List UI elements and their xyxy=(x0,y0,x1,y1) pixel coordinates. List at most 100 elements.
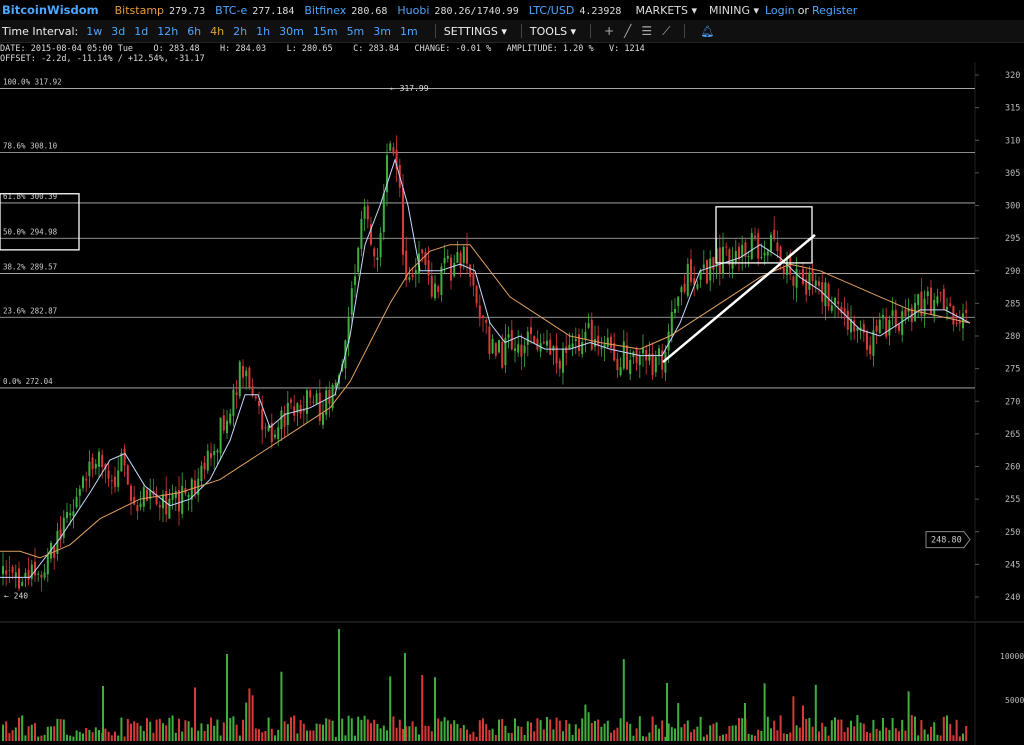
candle-body xyxy=(136,505,139,512)
volume-bar xyxy=(370,723,372,741)
volume-bar xyxy=(965,726,968,741)
line-tool-icon[interactable]: ╱ xyxy=(624,24,632,38)
candle-body xyxy=(101,454,104,467)
volume-bar xyxy=(325,718,328,741)
volume-bar xyxy=(203,730,206,741)
interval-5m[interactable]: 5m xyxy=(346,24,365,38)
candle-body xyxy=(149,490,152,499)
interval-4h[interactable]: 4h xyxy=(210,24,225,38)
volume-bar xyxy=(549,719,552,741)
volume-bar xyxy=(18,717,20,741)
candle-body xyxy=(251,386,254,396)
volume-bar xyxy=(331,720,334,741)
candle-body xyxy=(882,314,884,319)
exchange-bitstamp[interactable]: Bitstamp 279.73 xyxy=(115,4,206,17)
candle-body xyxy=(587,323,590,328)
register-link[interactable]: Register xyxy=(811,3,858,17)
exchange-btce[interactable]: BTC-e 277.184 xyxy=(215,4,294,17)
candle-body xyxy=(674,308,676,313)
tools-menu[interactable]: TOOLS ▾ xyxy=(529,24,577,38)
volume-bar xyxy=(600,726,603,741)
interval-1h[interactable]: 1h xyxy=(256,24,271,38)
interval-2h[interactable]: 2h xyxy=(233,24,248,38)
candle-body xyxy=(235,392,238,396)
volume-bar xyxy=(21,715,24,741)
bell-icon[interactable]: 🔔︎ xyxy=(700,24,715,38)
volume-bar xyxy=(878,730,881,741)
volume-bar xyxy=(43,734,46,741)
volume-bar xyxy=(338,629,340,741)
candle-body xyxy=(376,257,379,260)
mining-menu[interactable]: MINING ▾ xyxy=(709,3,759,17)
candle-body xyxy=(482,315,484,319)
toolbar-divider xyxy=(520,24,522,38)
interval-3m[interactable]: 3m xyxy=(373,24,391,38)
candle-body xyxy=(613,343,616,361)
candle-body xyxy=(421,249,424,254)
volume-bar xyxy=(642,736,644,741)
volume-bar xyxy=(40,735,43,741)
interval-1d[interactable]: 1d xyxy=(134,24,149,38)
candle-body xyxy=(907,308,910,312)
volume-bar xyxy=(232,716,235,741)
candle-body xyxy=(43,572,46,578)
candle-body xyxy=(370,224,372,245)
exchange-huobi[interactable]: Huobi 280.26/1740.99 xyxy=(397,4,518,17)
candle-body xyxy=(949,303,952,306)
candle-body xyxy=(686,263,689,296)
candle-body xyxy=(133,496,136,505)
candle-body xyxy=(306,390,308,414)
brand-logo[interactable]: BitcoinWisdom xyxy=(2,3,99,17)
fibonacci-tool-icon[interactable]: ⟋ xyxy=(662,23,671,38)
candle-body xyxy=(642,348,644,354)
candle-body xyxy=(901,311,904,335)
candle-body xyxy=(34,561,36,576)
candle-body xyxy=(814,280,817,286)
candle-body xyxy=(846,310,849,330)
volume-bar xyxy=(898,731,900,741)
volume-bar xyxy=(24,735,27,741)
volume-bar xyxy=(296,733,299,741)
login-link[interactable]: Login xyxy=(765,3,795,17)
volume-bar xyxy=(404,653,406,741)
interval-3d[interactable]: 3d xyxy=(111,24,126,38)
volume-bar xyxy=(578,728,580,741)
candle-body xyxy=(760,257,763,259)
volume-bar xyxy=(219,735,222,741)
interval-15m[interactable]: 15m xyxy=(312,24,338,38)
markets-menu[interactable]: MARKETS ▾ xyxy=(635,3,698,17)
volume-bar xyxy=(635,728,638,741)
exchange-ltcusd[interactable]: LTC/USD 4.23928 xyxy=(529,4,622,17)
volume-bar xyxy=(443,717,446,741)
interval-30m[interactable]: 30m xyxy=(279,24,304,38)
volume-bar xyxy=(34,723,36,741)
candle-body xyxy=(658,348,660,356)
horizontal-lines-icon[interactable]: ☰ xyxy=(641,24,653,38)
candle-body xyxy=(747,256,750,258)
exchange-price: 279.73 xyxy=(169,5,206,17)
candle-body xyxy=(811,268,814,281)
volume-bar xyxy=(222,722,225,741)
volume-bar xyxy=(309,730,312,741)
volume-bar xyxy=(213,725,216,741)
volume-bar xyxy=(808,717,811,741)
volume-bar xyxy=(738,718,740,741)
interval-6h[interactable]: 6h xyxy=(187,24,202,38)
volume-axis-label: 5000 xyxy=(1005,696,1024,705)
interval-12h[interactable]: 12h xyxy=(157,24,179,38)
crosshair-icon[interactable]: + xyxy=(604,24,615,38)
volume-bar xyxy=(536,718,539,741)
volume-bar xyxy=(741,718,744,741)
settings-menu[interactable]: SETTINGS ▾ xyxy=(443,24,507,38)
volume-bar xyxy=(843,731,846,741)
volume-bar xyxy=(114,731,116,741)
candle-body xyxy=(203,462,206,470)
volume-bar xyxy=(757,729,760,741)
interval-1m[interactable]: 1m xyxy=(400,24,418,38)
exchange-bitfinex[interactable]: Bitfinex 280.68 xyxy=(304,4,387,17)
volume-bar xyxy=(376,723,379,741)
candle-body xyxy=(126,465,129,485)
candle-body xyxy=(504,337,507,366)
interval-1w[interactable]: 1w xyxy=(86,24,103,38)
